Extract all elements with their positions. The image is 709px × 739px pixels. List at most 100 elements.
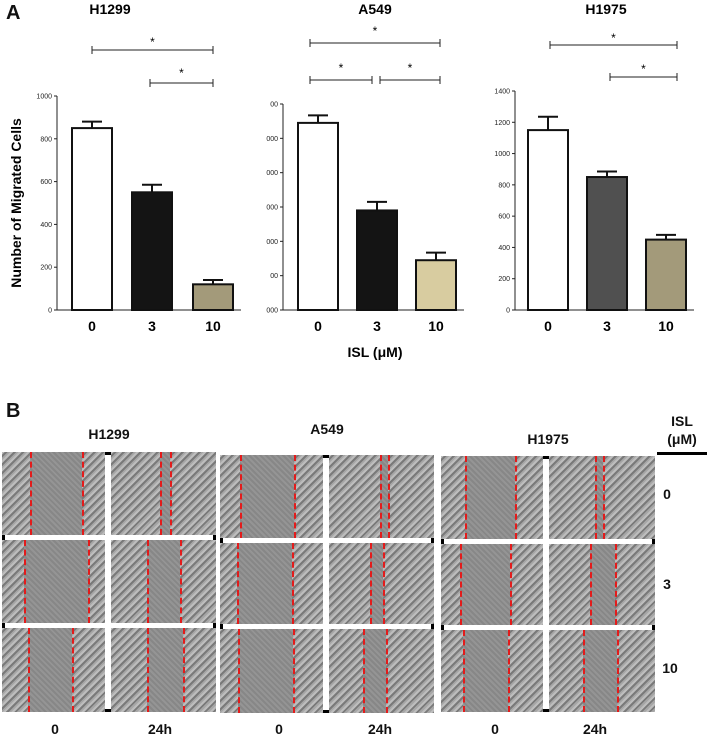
scratch-image-h1975-dose1-t1	[549, 544, 655, 625]
bar-h1975-10	[645, 238, 687, 312]
y-tick-label-a549: 000	[266, 136, 278, 143]
scratch-image-h1299-dose0-t0	[2, 452, 105, 535]
bar-h1299-3	[131, 191, 173, 311]
x-category-label-h1975: 10	[658, 318, 674, 334]
time-label-0-a549: 0	[275, 721, 283, 737]
x-category-label-h1299: 0	[88, 318, 96, 334]
scratch-boundary-line	[386, 629, 388, 713]
scratch-image-a549-dose0-t1	[329, 455, 434, 538]
scratch-boundary-line	[147, 628, 149, 712]
scratch-boundary-line	[370, 543, 372, 624]
chart-title-a549: A549	[358, 1, 392, 17]
isl-header-line2: (μM)	[667, 431, 697, 447]
scratch-boundary-line	[24, 540, 26, 623]
bar-h1299-10	[192, 283, 234, 312]
x-category-label-a549: 0	[314, 318, 322, 334]
scratch-boundary-line	[72, 628, 74, 712]
y-tick-label-a549: 00	[270, 273, 278, 280]
bar-h1299-0	[71, 127, 113, 311]
isl-header-rule	[657, 452, 707, 455]
y-tick-label-h1975: 1000	[494, 151, 510, 158]
cell-line-title-a549: A549	[310, 421, 344, 437]
bar-a549-0	[297, 121, 339, 311]
bar-a549-3	[356, 209, 398, 311]
scratch-image-h1975-dose2-t1	[549, 630, 655, 712]
time-label-0-h1299: 0	[51, 721, 59, 737]
time-label-0-h1975: 0	[491, 721, 499, 737]
scratch-boundary-line	[183, 628, 185, 712]
scratch-boundary-line	[465, 456, 467, 539]
scratch-boundary-line	[463, 630, 465, 712]
x-category-label-a549: 10	[428, 318, 444, 334]
dose-label-10: 10	[662, 660, 678, 676]
scratch-image-h1975-dose2-t0	[441, 630, 543, 712]
scratch-image-h1299-dose1-t1	[111, 540, 216, 623]
x-category-label-h1299: 10	[205, 318, 221, 334]
chart-title-h1299: H1299	[89, 1, 130, 17]
x-axis-label: ISL (μM)	[348, 344, 403, 360]
isl-header-line1: ISL	[671, 413, 693, 429]
scratch-boundary-line	[147, 540, 149, 623]
time-label-24h-a549: 24h	[367, 721, 393, 737]
panel-a-label: A	[6, 2, 21, 24]
scratch-image-a549-dose2-t1	[329, 629, 434, 713]
y-tick-label-h1975: 0	[506, 308, 510, 315]
scratch-boundary-line	[294, 455, 296, 538]
significance-star-h1975: *	[641, 62, 646, 76]
cell-line-title-h1975: H1975	[527, 431, 569, 447]
scratch-image-a549-dose2-t0	[220, 629, 323, 713]
scratch-boundary-line	[292, 543, 294, 624]
significance-star-a549: *	[373, 24, 378, 38]
y-tick-label-h1975: 400	[498, 245, 510, 252]
scratch-boundary-line	[30, 452, 32, 535]
scratch-image-a549-dose1-t1	[329, 543, 434, 624]
dose-label-0: 0	[663, 486, 671, 502]
x-category-label-h1975: 3	[603, 318, 611, 334]
scratch-boundary-line	[180, 540, 182, 623]
chart-title-h1975: H1975	[585, 1, 626, 17]
scratch-boundary-line	[160, 452, 162, 535]
y-axis-label: Number of Migrated Cells	[8, 118, 24, 288]
y-tick-label-h1299: 800	[40, 136, 52, 143]
y-tick-label-a549: 000	[266, 239, 278, 246]
panel-b-label: B	[6, 400, 21, 422]
scratch-boundary-line	[508, 630, 510, 712]
y-tick-label-a549: 000	[266, 205, 278, 212]
scratch-boundary-line	[510, 544, 512, 625]
scratch-boundary-line	[383, 543, 385, 624]
cell-line-title-h1299: H1299	[88, 426, 130, 442]
scratch-boundary-line	[380, 455, 382, 538]
scratch-boundary-line	[88, 540, 90, 623]
scratch-boundary-line	[28, 628, 30, 712]
y-tick-label-h1975: 200	[498, 276, 510, 283]
y-tick-label-h1975: 800	[498, 182, 510, 189]
significance-star-h1299: *	[179, 66, 184, 80]
scratch-boundary-line	[515, 456, 517, 539]
y-tick-label-h1975: 1400	[494, 89, 510, 96]
scratch-image-h1975-dose0-t0	[441, 456, 543, 539]
scratch-boundary-line	[583, 630, 585, 712]
scratch-boundary-line	[237, 543, 239, 624]
scratch-image-h1299-dose2-t0	[2, 628, 105, 712]
y-tick-label-a549: 000	[266, 170, 278, 177]
isl-header: ISL (μM)	[655, 412, 709, 448]
scratch-boundary-line	[615, 544, 617, 625]
y-tick-label-h1975: 1200	[494, 120, 510, 127]
y-tick-label-h1299: 400	[40, 222, 52, 229]
scratch-image-h1299-dose2-t1	[111, 628, 216, 712]
scratch-boundary-line	[240, 455, 242, 538]
scratch-boundary-line	[82, 452, 84, 535]
scratch-boundary-line	[170, 452, 172, 535]
x-category-label-a549: 3	[373, 318, 381, 334]
scratch-boundary-line	[460, 544, 462, 625]
scratch-image-a549-dose0-t0	[220, 455, 323, 538]
significance-star-a549: *	[408, 61, 413, 75]
scratch-boundary-line	[590, 544, 592, 625]
y-tick-label-a549: 00	[270, 102, 278, 109]
dose-label-3: 3	[663, 576, 671, 592]
y-tick-label-a549: 000	[266, 308, 278, 315]
significance-star-h1299: *	[150, 35, 155, 49]
bar-a549-10	[415, 259, 457, 312]
significance-star-a549: *	[339, 61, 344, 75]
scratch-boundary-line	[293, 629, 295, 713]
